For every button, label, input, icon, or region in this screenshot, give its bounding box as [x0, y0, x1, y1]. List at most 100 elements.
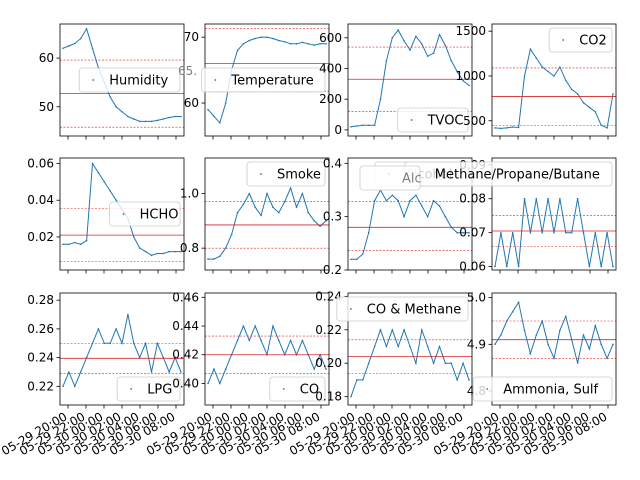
data-point	[409, 49, 411, 51]
y-tick-label: 600	[319, 31, 342, 45]
legend-humidity: Humidity	[78, 67, 181, 93]
data-point	[207, 108, 209, 111]
data-point	[500, 231, 502, 234]
data-point	[576, 362, 579, 364]
data-point	[559, 66, 561, 68]
data-point	[68, 243, 70, 246]
data-point	[325, 220, 327, 222]
y-tick-label: 0	[334, 123, 342, 137]
legend-label: Ammonia, Sulf	[503, 383, 598, 398]
data-point	[576, 197, 579, 200]
data-point	[506, 265, 508, 268]
data-point	[367, 362, 370, 365]
data-point	[468, 379, 470, 381]
data-point	[103, 342, 106, 345]
data-point	[138, 120, 141, 123]
data-point	[511, 310, 514, 313]
data-point	[523, 329, 526, 332]
legend-label: LPG	[147, 383, 172, 398]
data-point	[236, 211, 239, 214]
y-tick-label: 400	[319, 61, 342, 75]
data-point	[456, 379, 459, 381]
y-tick-label: 1.0	[180, 187, 199, 201]
data-point	[500, 127, 502, 130]
data-point	[426, 345, 429, 348]
data-point	[133, 118, 135, 120]
y-tick-label: 0.46	[172, 290, 199, 304]
data-point	[127, 313, 129, 316]
data-point	[301, 192, 304, 195]
data-point	[438, 205, 441, 207]
legend-tvoc: TVOC	[397, 107, 469, 133]
data-point	[523, 197, 526, 200]
data-point	[156, 119, 159, 122]
legend-box	[336, 296, 469, 322]
panel-co-methane: 0.18 0.20 0.22 0.24 CO & Methane	[315, 289, 473, 409]
data-point	[541, 231, 543, 234]
y-tick-label: 0.28	[27, 293, 54, 307]
y-tick-label: 0.24	[27, 351, 54, 365]
data-point	[319, 225, 321, 228]
data-point	[606, 357, 608, 360]
data-point	[150, 371, 153, 373]
data-point	[612, 343, 614, 346]
data-point	[547, 70, 549, 73]
data-point	[438, 345, 441, 348]
data-point	[444, 362, 447, 365]
legend-label: Humidity	[109, 74, 168, 89]
y-tick-label: 0.08	[459, 192, 486, 206]
data-point	[462, 231, 464, 234]
data-point	[462, 80, 464, 82]
data-point	[230, 233, 233, 236]
data-point	[350, 395, 352, 398]
y-tick-label: 1000	[455, 69, 486, 83]
data-point	[301, 41, 304, 44]
data-point	[97, 171, 100, 174]
data-point	[553, 357, 555, 360]
data-point	[162, 252, 165, 255]
data-point	[594, 231, 597, 234]
data-point	[224, 368, 227, 370]
legend-box	[109, 201, 181, 227]
legend-box-alcohol	[359, 165, 421, 191]
data-point	[553, 231, 555, 234]
data-point	[242, 203, 245, 206]
y-tick-label: 0.18	[315, 390, 342, 404]
data-point	[367, 124, 370, 127]
data-point	[180, 250, 182, 253]
data-point	[432, 362, 435, 365]
data-point	[438, 33, 441, 36]
data-point	[224, 247, 227, 249]
data-point	[494, 343, 496, 346]
data-point	[260, 214, 262, 217]
data-point	[397, 199, 400, 202]
data-point	[325, 368, 327, 370]
y-tick-label: 0.06	[459, 260, 486, 274]
data-point	[266, 192, 268, 195]
data-point	[115, 199, 117, 201]
data-point	[356, 258, 358, 261]
y-tick-label: 4.9	[467, 337, 486, 351]
data-point	[403, 329, 405, 331]
legend-methane-propane-butane: Methane/Propane/Butane	[404, 161, 613, 187]
data-point	[180, 115, 182, 118]
data-point	[219, 255, 221, 258]
data-point	[397, 29, 400, 31]
data-point	[421, 329, 423, 331]
data-point	[313, 368, 316, 370]
data-point	[289, 187, 292, 189]
data-point	[278, 211, 280, 214]
legend-lpg: LPG	[116, 376, 181, 402]
y-tick-label: 0.07	[459, 226, 486, 240]
data-point	[511, 126, 514, 128]
panel-hcho: 0.02 0.04 0.06 HCHO	[27, 157, 185, 274]
data-point	[385, 345, 388, 348]
data-point	[213, 368, 215, 370]
data-point	[588, 265, 591, 268]
panel-methane-propane-butane: 0.060.070.080.09Methane/Propane/Butane	[404, 157, 617, 274]
data-point	[547, 197, 549, 200]
data-point	[600, 343, 602, 346]
data-point	[350, 258, 352, 261]
legend-label: Smoke	[277, 168, 321, 183]
